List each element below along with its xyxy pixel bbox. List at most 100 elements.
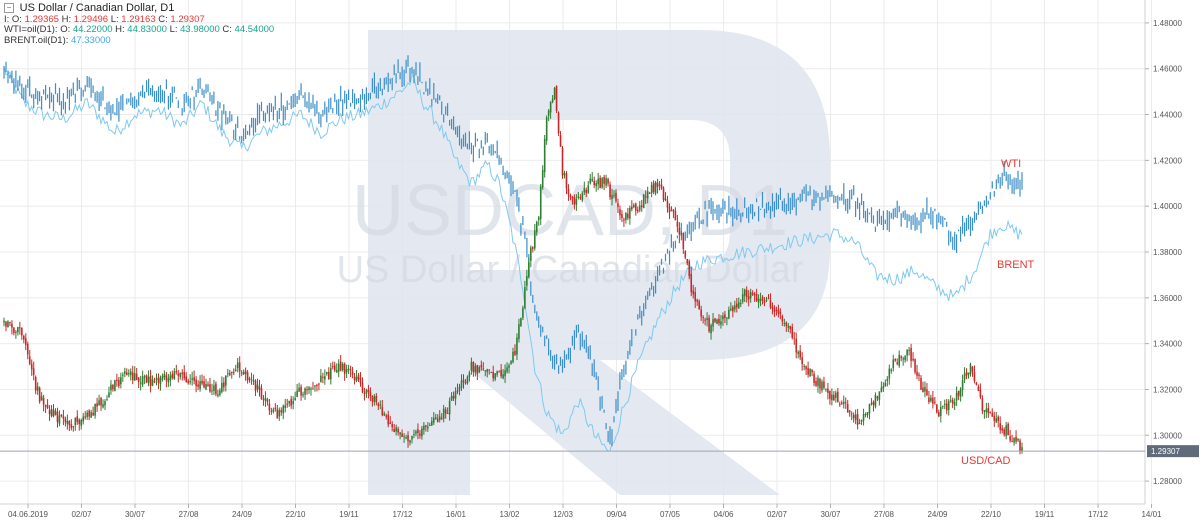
candle-body [329, 368, 332, 380]
candle-body [979, 390, 982, 398]
x-tick-label: 24/09 [927, 510, 948, 519]
candle-body [454, 391, 457, 399]
candle-body [70, 424, 73, 428]
candle-body [484, 370, 487, 372]
candle-body [242, 372, 245, 375]
candle-body [961, 380, 964, 390]
candle-body [773, 307, 776, 312]
candle-body [135, 373, 138, 380]
candle-body [375, 395, 378, 402]
candle-body [936, 404, 938, 413]
candle-body [999, 423, 1002, 430]
usdcad-l-label: L: [110, 13, 119, 25]
candle-body [425, 425, 427, 427]
candle-body [274, 407, 277, 409]
candle-body [854, 414, 857, 421]
usdcad-close: 1.29307 [170, 13, 205, 25]
y-tick-label: 1.42000 [1153, 156, 1182, 165]
candle-body [92, 412, 94, 416]
brent-value: 47.33000 [71, 34, 111, 46]
candle-body [520, 318, 522, 327]
usdcad-low: 1.29163 [121, 13, 156, 25]
candle-body [660, 184, 663, 189]
candle-body [310, 388, 312, 390]
collapse-icon[interactable]: − [4, 3, 14, 14]
candle-body [40, 396, 43, 401]
candle-body [516, 337, 518, 355]
candle-body [573, 197, 576, 205]
candle-body [225, 375, 227, 386]
candle-body [423, 425, 425, 431]
x-tick-label: 07/05 [660, 510, 681, 519]
candle-body [48, 410, 51, 415]
candle-body [66, 421, 69, 424]
candle-body [262, 399, 265, 401]
candle-body [743, 289, 746, 296]
candle-body [161, 375, 164, 380]
candle-body [106, 399, 108, 401]
candle-body [524, 287, 526, 308]
legend-title: US Dollar / Canadian Dollar, D1 [19, 2, 175, 14]
candle-body [943, 403, 946, 405]
candle-body [124, 371, 126, 374]
candle-body [922, 387, 924, 393]
candle-body [650, 184, 653, 194]
candle-body [359, 377, 362, 384]
candle-body [953, 401, 956, 406]
candle-body [785, 322, 788, 327]
candle-body [326, 372, 328, 375]
x-tick-label: 13/02 [499, 510, 520, 519]
candle-body [886, 378, 889, 381]
candle-body [409, 440, 411, 443]
wti-open: 44.22000 [72, 24, 113, 35]
candle-body [720, 321, 722, 325]
x-tick-label: 27/08 [874, 510, 895, 519]
candle-body [197, 384, 199, 387]
candle-body [399, 432, 401, 435]
candle-body [213, 385, 215, 392]
y-tick-label: 1.38000 [1153, 248, 1182, 257]
candle-body [763, 300, 766, 303]
candle-body [648, 192, 651, 194]
candle-body [533, 230, 536, 249]
candle-body [975, 382, 978, 385]
candle-body [1007, 423, 1009, 436]
candle-body [932, 397, 934, 404]
candle-body [254, 380, 257, 391]
candle-body [607, 178, 609, 184]
candle-body [680, 232, 683, 235]
candle-body [244, 370, 247, 375]
candle-body [46, 404, 49, 408]
candle-body [676, 221, 679, 227]
candle-body [587, 185, 590, 193]
candle-body [747, 296, 750, 300]
candle-body [831, 394, 833, 401]
candle-body [15, 331, 17, 333]
candle-body [924, 387, 926, 392]
candle-body [621, 213, 623, 218]
candle-body [878, 391, 881, 401]
candle-body [5, 321, 7, 327]
candle-body [508, 365, 510, 368]
candle-body [125, 372, 128, 376]
candle-body [357, 375, 360, 380]
candle-body [335, 370, 338, 373]
candle-body [959, 389, 962, 397]
candle-body [769, 300, 772, 308]
y-tick-label: 1.44000 [1153, 111, 1182, 120]
candle-body [815, 381, 817, 386]
candle-body [387, 414, 390, 425]
candle-body [625, 212, 627, 221]
candle-body [595, 183, 597, 187]
watermark-name: US Dollar / Canadian Dollar [337, 249, 804, 291]
candle-body [421, 428, 423, 437]
candle-body [712, 319, 714, 327]
candle-body [603, 177, 605, 184]
candle-body [217, 394, 219, 396]
candle-body [187, 380, 189, 384]
candle-body [698, 301, 700, 310]
candle-body [934, 401, 936, 403]
candle-body [232, 371, 235, 373]
